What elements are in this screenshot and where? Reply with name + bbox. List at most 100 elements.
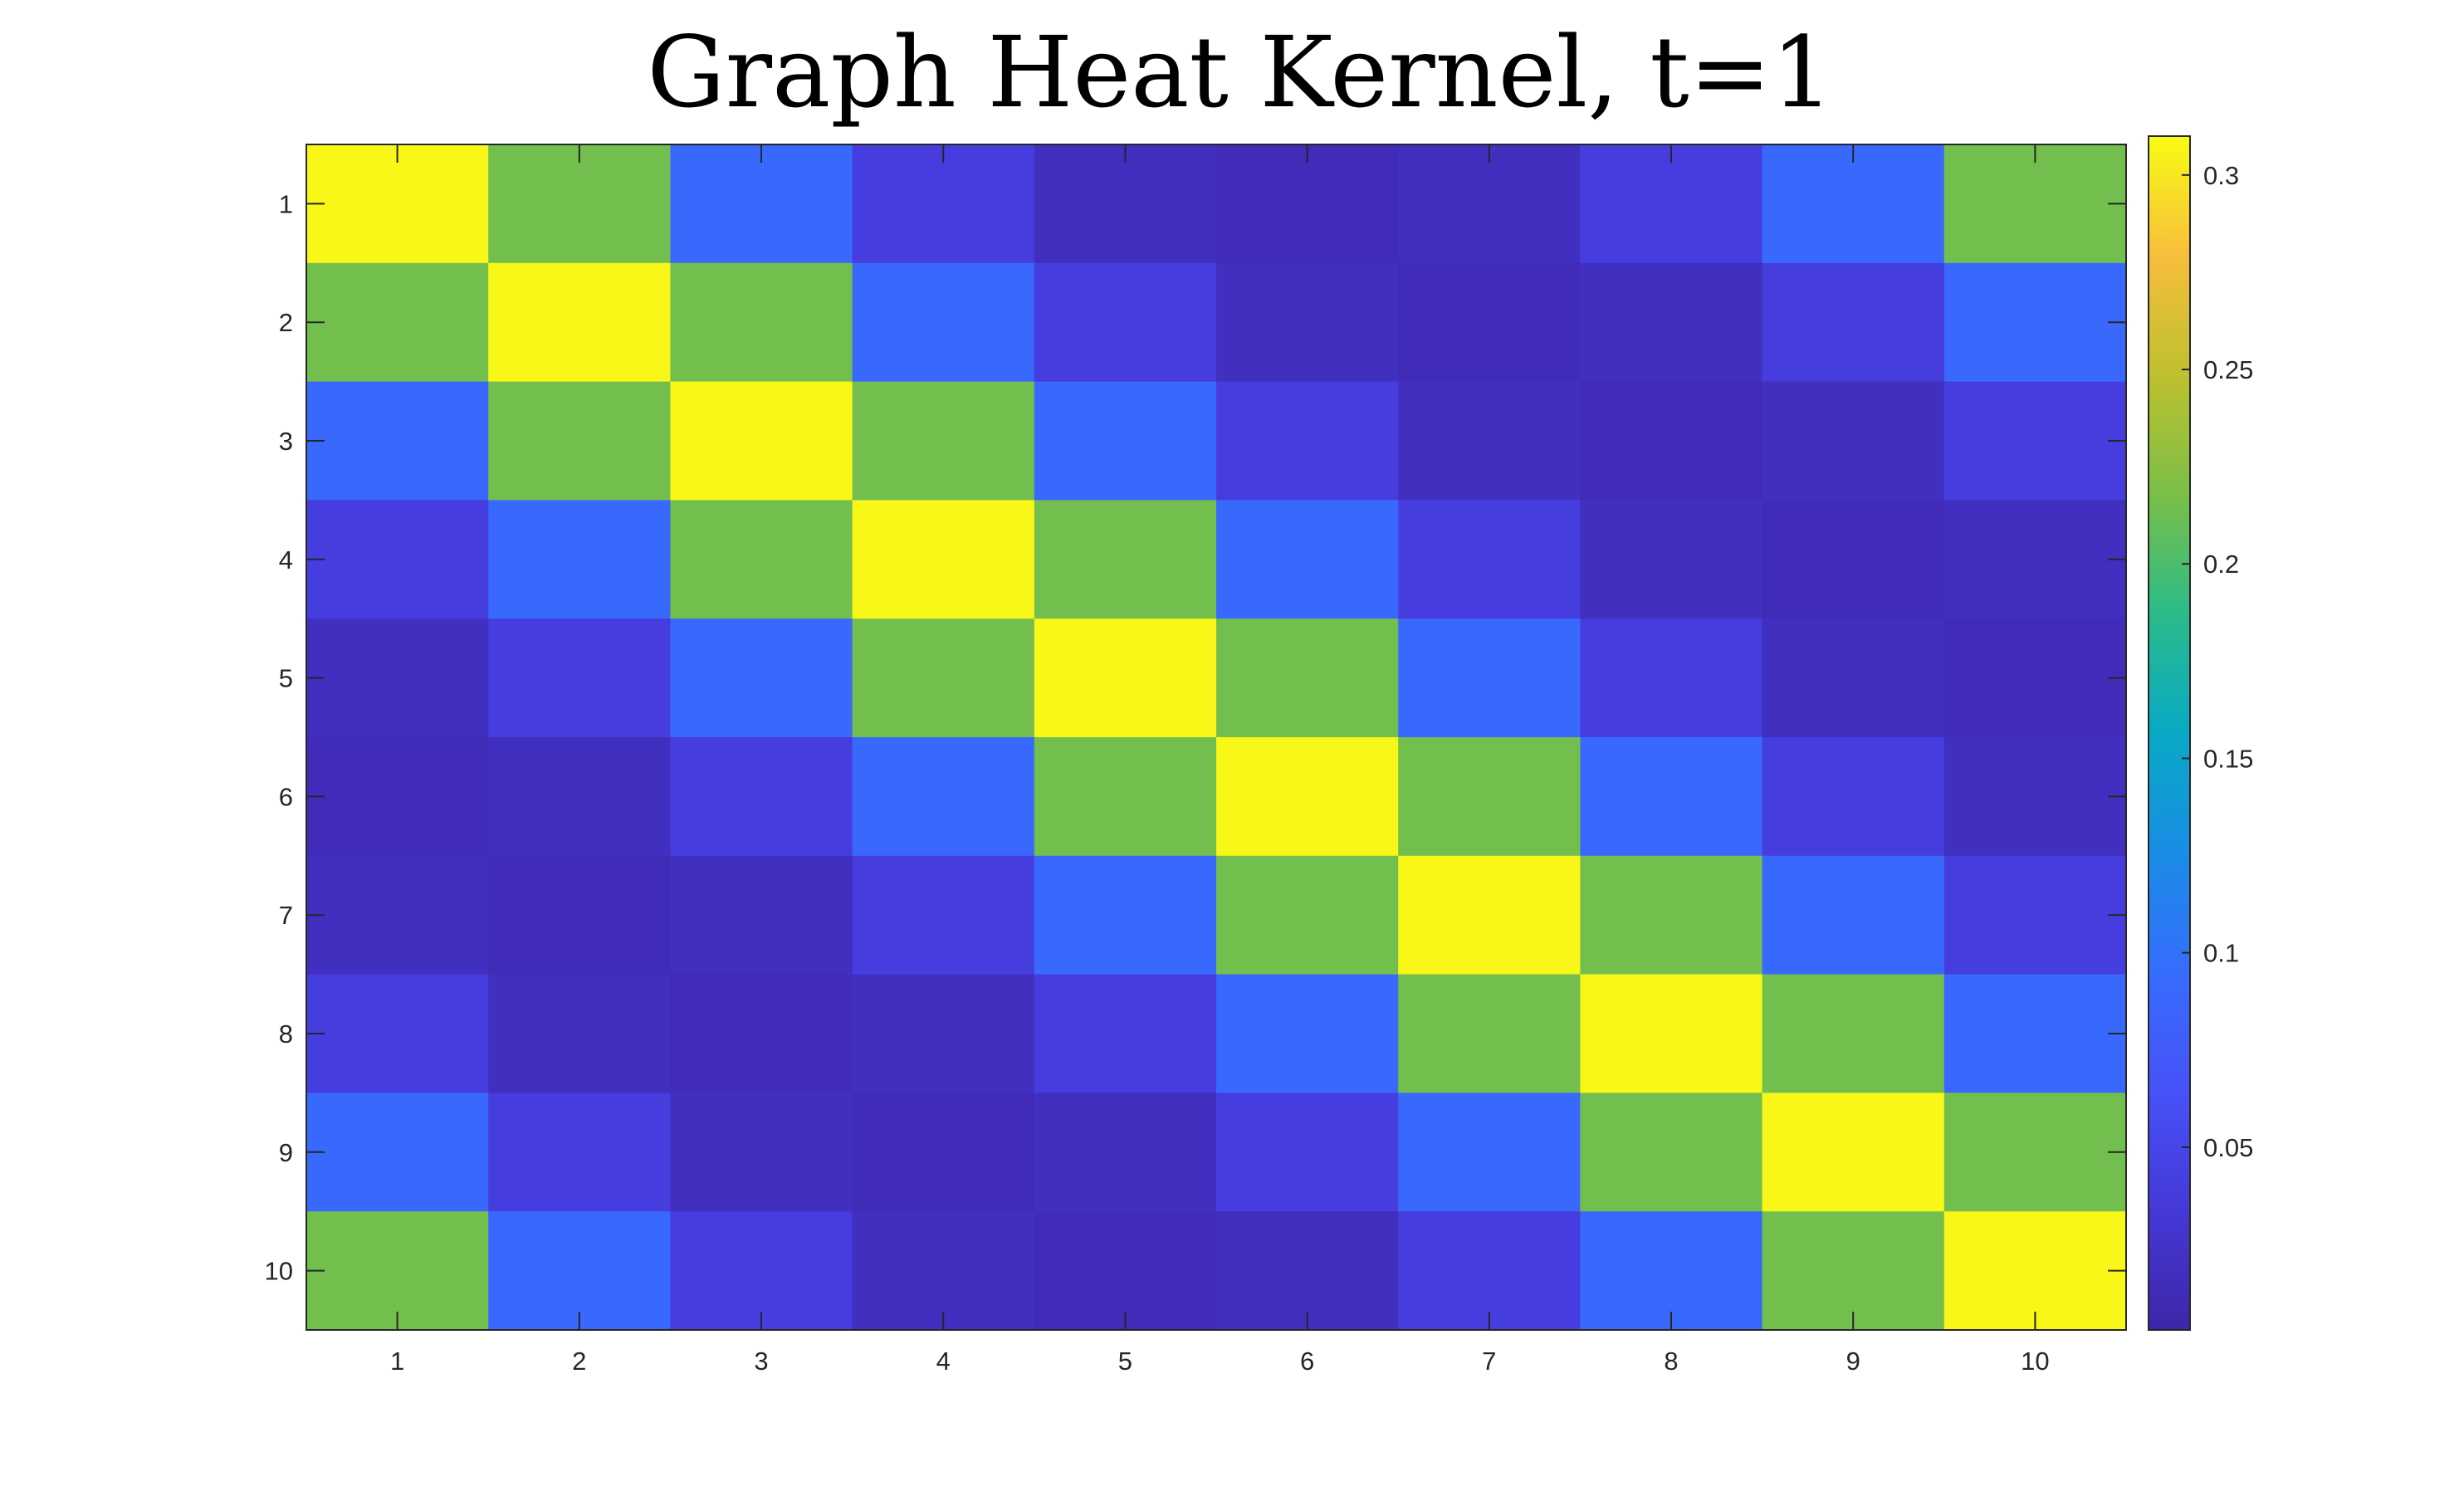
chart-title: Graph Heat Kernel, t=1 xyxy=(647,15,1833,130)
heatmap-cell xyxy=(852,500,1035,619)
heatmap-cell xyxy=(852,262,1035,383)
heatmap-cell xyxy=(488,974,671,1093)
x-tick-label: 9 xyxy=(1846,1347,1860,1376)
heatmap-cell xyxy=(1943,737,2127,857)
heatmap-cell xyxy=(1034,855,1217,975)
heatmap-cell xyxy=(1580,262,1763,383)
heatmap-cell xyxy=(1943,144,2127,264)
y-tick-label: 7 xyxy=(279,901,293,930)
x-tick-label: 10 xyxy=(2021,1347,2049,1376)
heatmap-cell xyxy=(1398,1093,1581,1212)
x-tick-label: 6 xyxy=(1300,1347,1314,1376)
heatmap-cell xyxy=(1762,974,1945,1093)
heatmap-cell xyxy=(670,500,853,619)
heatmap-cell xyxy=(1398,974,1581,1093)
heatmap-cell xyxy=(1943,500,2127,619)
heatmap-cell xyxy=(306,618,489,738)
heatmap-cell xyxy=(1580,144,1763,264)
heatmap-cell xyxy=(1762,500,1945,619)
x-tick-label: 3 xyxy=(754,1347,768,1376)
heatmap-cell xyxy=(1034,381,1217,501)
heatmap-cell xyxy=(1398,1211,1581,1331)
heatmap-cell xyxy=(670,974,853,1093)
colorbar: 0.05 0.1 0.15 0.2 0.25 0.3 xyxy=(2148,135,2253,1331)
heatmap-cell xyxy=(670,737,853,857)
x-tick-label: 5 xyxy=(1118,1347,1132,1376)
colorbar-tick-label: 0.05 xyxy=(2203,1133,2253,1162)
heatmap-cell xyxy=(1034,1093,1217,1212)
heatmap-cell xyxy=(1762,1093,1945,1212)
heatmap-cell xyxy=(852,1211,1035,1331)
heatmap-cell xyxy=(1034,500,1217,619)
heatmap-cell xyxy=(1034,1211,1217,1331)
heatmap-cell xyxy=(852,737,1035,857)
heatmap-cell xyxy=(1216,144,1399,264)
heatmap-cell xyxy=(1580,855,1763,975)
y-tick-label: 2 xyxy=(279,308,293,337)
heatmap-cell xyxy=(1216,737,1399,857)
heatmap-cell xyxy=(306,262,489,383)
y-tick-label: 5 xyxy=(279,664,293,693)
heatmap-cell xyxy=(1398,737,1581,857)
y-tick-label: 8 xyxy=(279,1019,293,1049)
heatmap-cell xyxy=(1034,974,1217,1093)
heatmap-cell xyxy=(1943,618,2127,738)
x-tick-label: 7 xyxy=(1482,1347,1496,1376)
heatmap-cell xyxy=(1216,1211,1399,1331)
colorbar-tick-label: 0.2 xyxy=(2203,550,2239,579)
heatmap-cell xyxy=(488,500,671,619)
heatmap-cell xyxy=(488,1093,671,1212)
heatmap-cell xyxy=(1216,500,1399,619)
colorbar-gradient xyxy=(2149,136,2190,1330)
heatmap-cell xyxy=(852,855,1035,975)
heatmap-cell xyxy=(1943,974,2127,1093)
heatmap-cell xyxy=(488,262,671,383)
plot-axes-frame xyxy=(306,144,2127,1331)
heatmap-cell xyxy=(306,974,489,1093)
heatmap-cell xyxy=(1216,974,1399,1093)
heatmap-cell xyxy=(670,262,853,383)
heatmap-cell xyxy=(670,855,853,975)
heatmap-cell xyxy=(1034,144,1217,264)
heatmap-cell xyxy=(1580,974,1763,1093)
heatmap-cell xyxy=(1943,1211,2127,1331)
heatmap-cell xyxy=(306,855,489,975)
heatmap-cell xyxy=(670,381,853,501)
y-tick-label: 9 xyxy=(279,1138,293,1167)
heatmap-cell xyxy=(1398,618,1581,738)
x-tick-label: 8 xyxy=(1664,1347,1678,1376)
colorbar-tick-label: 0.25 xyxy=(2203,355,2253,384)
y-axis-ticks: 1 2 3 4 5 6 7 8 9 10 xyxy=(265,189,2126,1286)
heatmap-cell xyxy=(1398,144,1581,264)
heatmap-cell xyxy=(1580,381,1763,501)
heatmap-cell xyxy=(306,737,489,857)
heatmap-cell xyxy=(306,1093,489,1212)
heatmap-cell xyxy=(1034,262,1217,383)
heatmap-cell xyxy=(670,1093,853,1212)
heatmap-cell xyxy=(1762,855,1945,975)
y-tick-label: 6 xyxy=(279,782,293,811)
heatmap-cell xyxy=(1216,1093,1399,1212)
heatmap-cell xyxy=(1580,500,1763,619)
heatmap-cell xyxy=(306,144,489,264)
heatmap-cell xyxy=(1398,381,1581,501)
heatmap-cell xyxy=(306,500,489,619)
colorbar-tick-label: 0.15 xyxy=(2203,744,2253,773)
heatmap-cell xyxy=(1216,618,1399,738)
heatmap-cell xyxy=(1580,1093,1763,1212)
x-tick-label: 4 xyxy=(936,1347,951,1376)
heatmap-cell xyxy=(1216,262,1399,383)
heatmap-cell xyxy=(488,855,671,975)
heatmap-cell xyxy=(1943,1093,2127,1212)
x-tick-label: 1 xyxy=(390,1347,404,1376)
heatmap-cell xyxy=(306,381,489,501)
heatmap-cell xyxy=(1216,855,1399,975)
heatmap-cells xyxy=(306,144,2127,1331)
colorbar-frame xyxy=(2148,135,2191,1331)
y-tick-label: 1 xyxy=(279,189,293,218)
heatmap-cell xyxy=(488,1211,671,1331)
heatmap-cell xyxy=(1398,855,1581,975)
heatmap-cell xyxy=(306,1211,489,1331)
heatmap-cell xyxy=(670,618,853,738)
